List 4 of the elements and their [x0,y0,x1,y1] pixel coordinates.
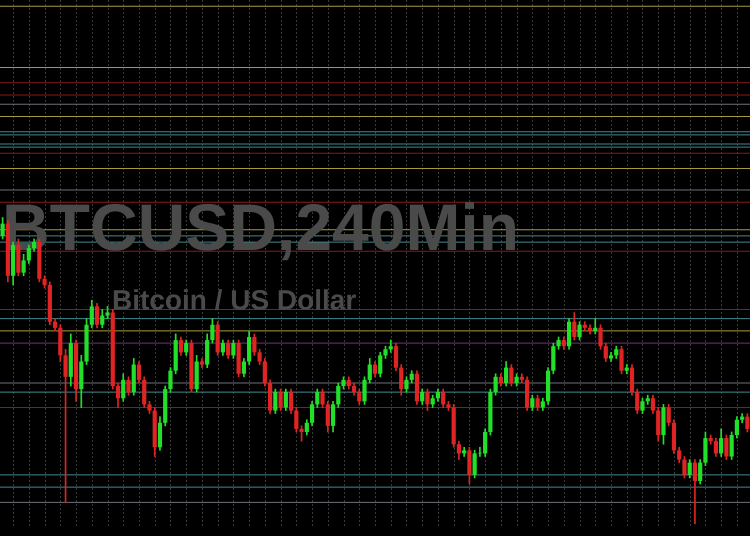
candlestick [299,426,304,442]
candlestick [105,306,110,319]
candlestick [63,348,68,503]
text: Bitcoin / US Dollar [112,284,356,316]
